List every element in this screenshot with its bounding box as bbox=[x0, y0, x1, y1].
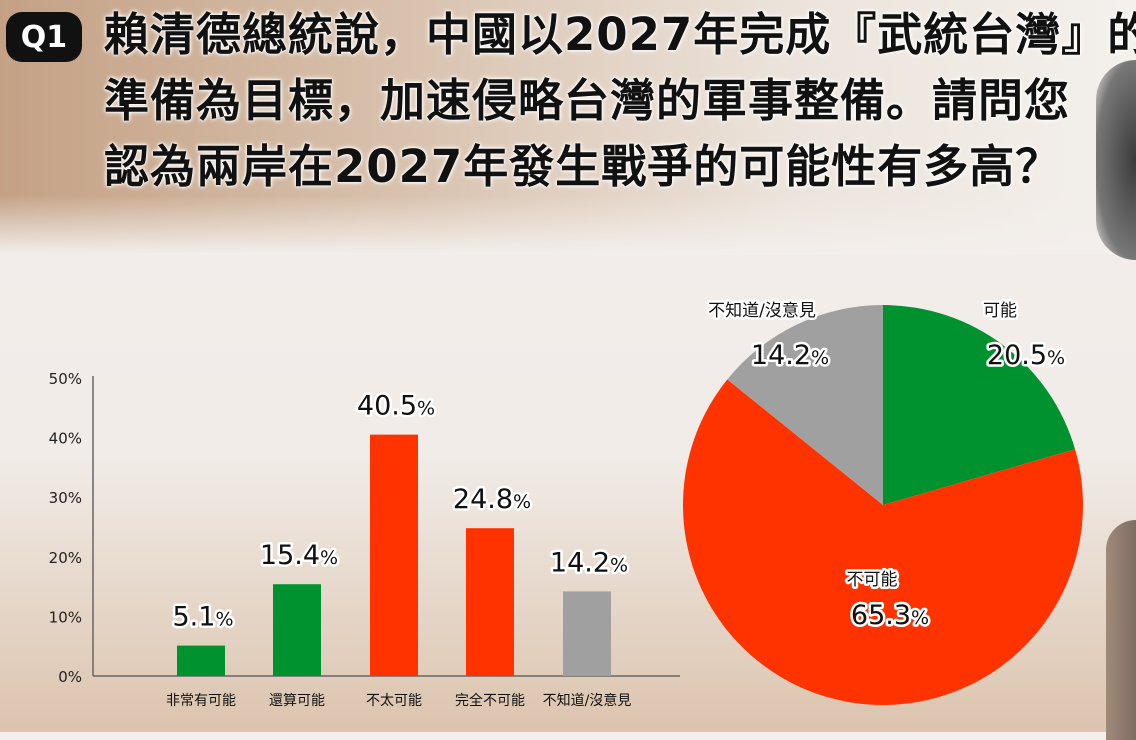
bar-5 bbox=[563, 591, 611, 676]
pie-slice-impossible bbox=[683, 379, 1083, 705]
bar-value-label: 15.4% bbox=[260, 540, 338, 571]
bar-1 bbox=[177, 645, 225, 676]
bar-4 bbox=[466, 528, 514, 676]
x-category-label: 不太可能 bbox=[366, 693, 422, 709]
bar-value-label: 14.2% bbox=[550, 547, 628, 578]
y-tick-label: 20% bbox=[49, 549, 82, 567]
bar-3 bbox=[370, 434, 418, 676]
y-tick-label: 40% bbox=[49, 430, 82, 448]
pie-value-label: 14.2% bbox=[751, 340, 829, 371]
pie-category-label: 可能 bbox=[983, 301, 1017, 321]
question-badge: Q1 bbox=[6, 12, 82, 62]
pie-value-label: 20.5% bbox=[987, 340, 1065, 371]
pie-category-label: 不知道/沒意見 bbox=[708, 301, 816, 321]
y-tick-label: 10% bbox=[49, 608, 82, 626]
x-category-label: 完全不可能 bbox=[455, 692, 525, 709]
header-background bbox=[0, 0, 1136, 255]
pie-value-label: 65.3% bbox=[851, 600, 929, 631]
bar-value-label: 24.8% bbox=[453, 484, 531, 515]
presenter-silhouette bbox=[1096, 60, 1136, 260]
bar-2 bbox=[273, 584, 321, 676]
y-tick-label: 0% bbox=[58, 668, 82, 686]
pie-slice-possible bbox=[883, 305, 1076, 505]
pie-slice-unknown bbox=[727, 305, 883, 505]
x-category-label: 非常有可能 bbox=[166, 693, 236, 709]
y-tick-label: 30% bbox=[49, 489, 82, 507]
x-category-label: 還算可能 bbox=[269, 693, 325, 709]
title-line-1: 賴清德總統說，中國以2027年完成『武統台灣』的 bbox=[104, 8, 1136, 61]
title-line-2: 準備為目標，加速侵略台灣的軍事整備。請問您 bbox=[104, 74, 1071, 127]
x-category-label: 不知道/沒意見 bbox=[543, 692, 632, 709]
pie-category-label: 不可能 bbox=[847, 570, 898, 590]
bar-value-label: 5.1% bbox=[172, 602, 233, 633]
bar-value-label: 40.5% bbox=[357, 391, 435, 422]
y-tick-label: 50% bbox=[49, 370, 82, 388]
presenter-shoulder bbox=[1106, 520, 1136, 740]
title-line-3: 認為兩岸在2027年發生戰爭的可能性有多高？ bbox=[104, 140, 1062, 193]
question-title: 賴清德總統說，中國以2027年完成『武統台灣』的 準備為目標，加速侵略台灣的軍事… bbox=[104, 2, 1136, 200]
